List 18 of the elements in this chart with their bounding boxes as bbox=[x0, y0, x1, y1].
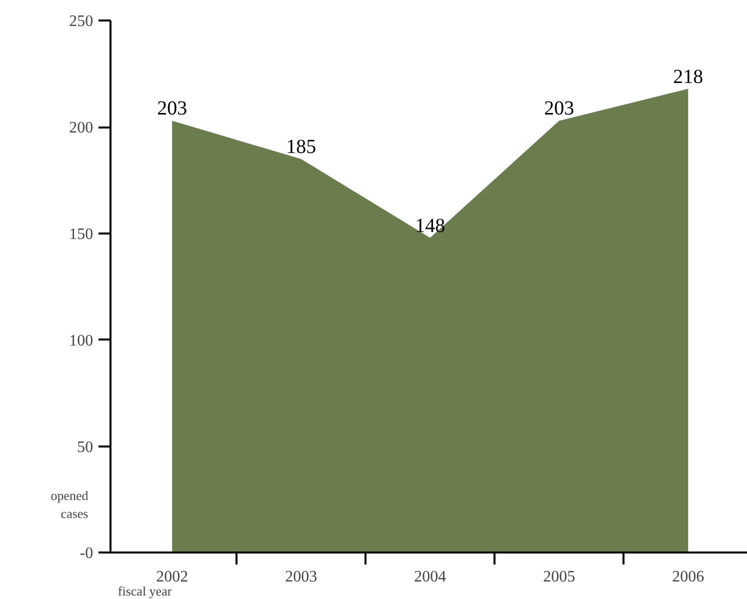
data-label: 218 bbox=[673, 66, 704, 88]
x-tick-label: 2004 bbox=[414, 568, 446, 586]
data-label: 185 bbox=[286, 136, 316, 158]
x-tick-label: 2003 bbox=[285, 568, 318, 586]
x-tick-label: 2006 bbox=[672, 568, 704, 586]
x-tick-label: 2002 bbox=[156, 568, 188, 586]
data-label: 203 bbox=[157, 98, 188, 120]
y-axis-title: opened cases bbox=[50, 488, 89, 521]
data-label: 148 bbox=[415, 214, 446, 237]
y-tick-label: -0 bbox=[80, 545, 94, 562]
y-tick-label: 150 bbox=[69, 226, 94, 244]
x-axis-title: fiscal year bbox=[118, 583, 172, 598]
x-tick-label: 2005 bbox=[543, 568, 576, 586]
y-tick-label: 100 bbox=[69, 332, 94, 350]
data-label: 203 bbox=[544, 98, 574, 120]
y-tick-label: 50 bbox=[77, 438, 94, 456]
y-tick-label: 200 bbox=[69, 120, 94, 137]
y-tick-label: 250 bbox=[69, 13, 94, 30]
